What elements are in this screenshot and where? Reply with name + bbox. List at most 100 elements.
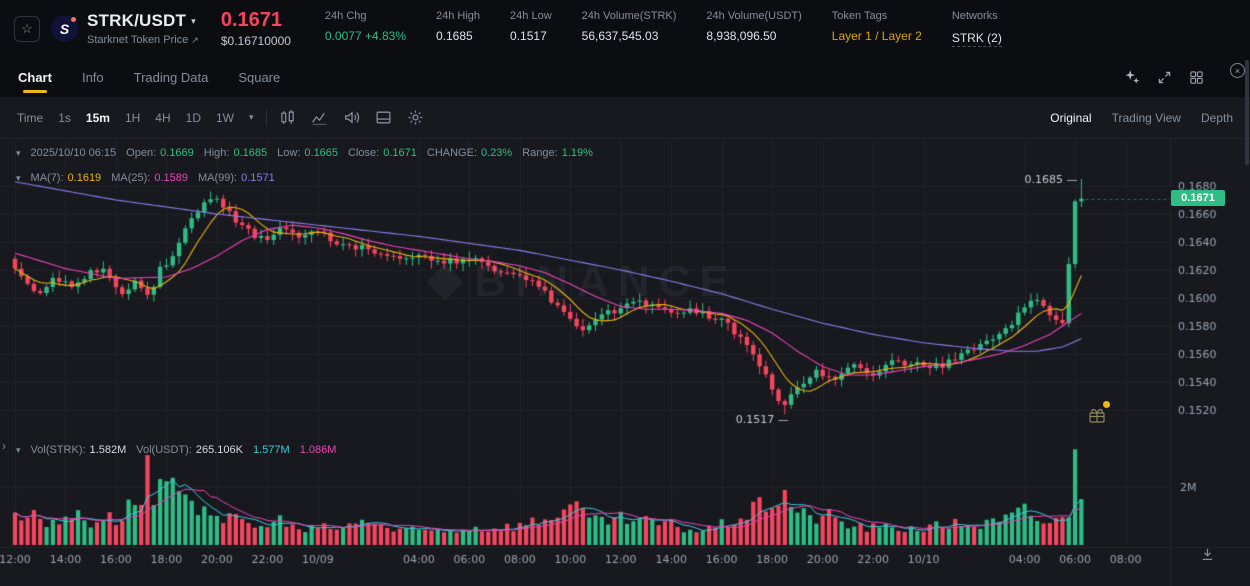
starknet-logo-mark: S xyxy=(59,20,70,37)
pane-expand-chevron[interactable]: › xyxy=(2,439,6,453)
tab-info[interactable]: Info xyxy=(81,69,104,85)
go-to-latest-icon xyxy=(1202,548,1213,560)
token-logo: S xyxy=(51,15,78,42)
pair-info: STRK/USDT ▾ Starknet Token Price ↗ xyxy=(87,11,199,46)
tab-chart[interactable]: Chart xyxy=(18,57,52,97)
token-price-link[interactable]: Starknet Token Price ↗ xyxy=(87,34,199,46)
stat-label: 24h Volume(USDT) xyxy=(706,10,802,22)
chart-toolbar: Time 1s 15m 1H 4H 1D 1W ▾ xyxy=(0,97,1250,139)
stat-label: Token Tags xyxy=(831,10,888,22)
collapse-volume-pane-icon[interactable]: ▾ xyxy=(16,444,21,455)
layout-grid-button[interactable] xyxy=(1189,70,1204,85)
candlestick-chart-canvas[interactable] xyxy=(0,139,1250,586)
vol-quote-label: Vol(USDT): xyxy=(136,444,192,456)
interval-1s[interactable]: 1s xyxy=(58,110,71,125)
star-icon: ☆ xyxy=(21,20,33,36)
indicators-button[interactable] xyxy=(311,109,328,126)
stat-24h-volume-usdt: 24h Volume(USDT) 8,938,096.50 xyxy=(706,10,801,47)
pair-name: STRK/USDT xyxy=(87,11,187,30)
range-value: 1.19% xyxy=(561,147,593,159)
stat-label: 24h Volume(STRK) xyxy=(581,10,677,22)
stat-24h-volume-strk: 24h Volume(STRK) 56,637,545.03 xyxy=(582,10,677,47)
chart-style-button[interactable] xyxy=(279,109,296,126)
candle-datetime: 2025/10/10 06:15 xyxy=(30,147,117,159)
vol-base-label: Vol(STRK): xyxy=(30,444,86,456)
stat-value: 0.1685 xyxy=(436,29,473,43)
interval-15m[interactable]: 15m xyxy=(85,110,110,125)
favorite-button[interactable]: ☆ xyxy=(14,15,40,42)
ma-readout: ▾ MA(7): 0.1619 MA(25): 0.1589 MA(99): 0.15… xyxy=(16,172,275,184)
scrollbar-thumb[interactable] xyxy=(1245,60,1249,165)
ma7-value: 0.1619 xyxy=(67,172,102,184)
tab-trading-data[interactable]: Trading Data xyxy=(133,69,209,85)
view-original[interactable]: Original xyxy=(1050,110,1092,125)
page-tabs: Chart Info Trading Data Square xyxy=(0,57,1250,97)
open-label: Open: xyxy=(126,147,157,159)
interval-dropdown-icon[interactable]: ▾ xyxy=(248,112,254,122)
interval-1d[interactable]: 1D xyxy=(185,110,201,125)
token-price-link-label: Starknet Token Price xyxy=(87,34,189,46)
close-value: 0.1671 xyxy=(383,147,417,159)
high-value: 0.1685 xyxy=(233,147,268,159)
split-pane-icon xyxy=(376,111,391,124)
notification-dot xyxy=(1103,401,1110,408)
stat-label: 24h Low xyxy=(510,10,552,22)
line-chart-icon xyxy=(311,112,326,126)
low-label: Low: xyxy=(277,147,301,159)
promo-button[interactable] xyxy=(1086,401,1110,427)
fullscreen-button[interactable] xyxy=(1157,70,1172,85)
change-value: 0.23% xyxy=(481,147,513,159)
vol-ma-slow-value: 1.086M xyxy=(299,444,337,456)
volume-readout: ▾ Vol(STRK): 1.582M Vol(USDT): 265.106K 1.… xyxy=(16,444,336,456)
interval-4h[interactable]: 4H xyxy=(155,110,171,125)
stat-value: 8,938,096.50 xyxy=(706,29,777,43)
ma25-value: 0.1589 xyxy=(154,172,188,184)
ai-assistant-button[interactable] xyxy=(1124,69,1140,85)
gift-icon xyxy=(1089,408,1105,423)
scroll-to-latest-button[interactable] xyxy=(1200,547,1215,565)
tab-actions xyxy=(1124,69,1204,85)
stat-24h-high: 24h High 0.1685 xyxy=(436,10,480,47)
tab-square[interactable]: Square xyxy=(238,69,281,85)
stat-label: Networks xyxy=(951,10,998,22)
stat-networks: Networks STRK (2) xyxy=(951,10,1002,47)
interval-1h[interactable]: 1H xyxy=(124,110,141,125)
pair-header: ☆ S STRK/USDT ▾ Starknet Token Price ↗ 0… xyxy=(0,0,1250,57)
stat-value: 56,637,545.03 xyxy=(581,29,659,43)
candlestick-icon xyxy=(280,110,294,124)
vol-quote-value: 265.106K xyxy=(195,444,243,456)
open-value: 0.1669 xyxy=(160,147,194,159)
price-block: 0.1671 $0.16710000 xyxy=(220,8,291,48)
low-value: 0.1665 xyxy=(304,147,339,159)
stat-24h-chg: 24h Chg 0.0077 +4.83% xyxy=(325,10,406,47)
networks-link[interactable]: STRK (2) xyxy=(951,31,1002,47)
stat-label: 24h Chg xyxy=(324,10,367,22)
ma99-value: 0.1571 xyxy=(241,172,275,184)
expand-icon xyxy=(1158,71,1171,83)
interval-time[interactable]: Time xyxy=(17,110,44,125)
token-tags-link[interactable]: Layer 1 / Layer 2 xyxy=(831,29,922,43)
chart-settings-button[interactable] xyxy=(407,109,424,126)
chevron-down-icon: ▾ xyxy=(191,15,196,26)
alerts-button[interactable] xyxy=(343,109,360,126)
last-price: 0.1671 xyxy=(220,8,283,31)
interval-1w[interactable]: 1W xyxy=(215,110,234,125)
stat-token-tags: Token Tags Layer 1 / Layer 2 xyxy=(832,10,922,47)
view-tradingview[interactable]: Trading View xyxy=(1111,110,1181,125)
stat-value: 0.1517 xyxy=(510,29,547,43)
gear-icon xyxy=(408,110,422,125)
pair-selector[interactable]: STRK/USDT ▾ xyxy=(87,11,199,31)
view-depth[interactable]: Depth xyxy=(1200,110,1233,125)
sparkle-icon xyxy=(1125,70,1140,84)
speaker-icon xyxy=(344,111,359,124)
ma99-label: MA(99): xyxy=(197,172,238,184)
pane-layout-button[interactable] xyxy=(375,109,392,126)
stat-24h-low: 24h Low 0.1517 xyxy=(510,10,552,47)
close-label: Close: xyxy=(348,147,380,159)
collapse-ma-icon[interactable]: ▾ xyxy=(16,172,21,183)
close-banner-button[interactable]: × xyxy=(1230,63,1245,78)
collapse-price-pane-icon[interactable]: ▾ xyxy=(16,147,21,158)
high-label: High: xyxy=(203,147,230,159)
change-label: CHANGE: xyxy=(426,147,478,159)
